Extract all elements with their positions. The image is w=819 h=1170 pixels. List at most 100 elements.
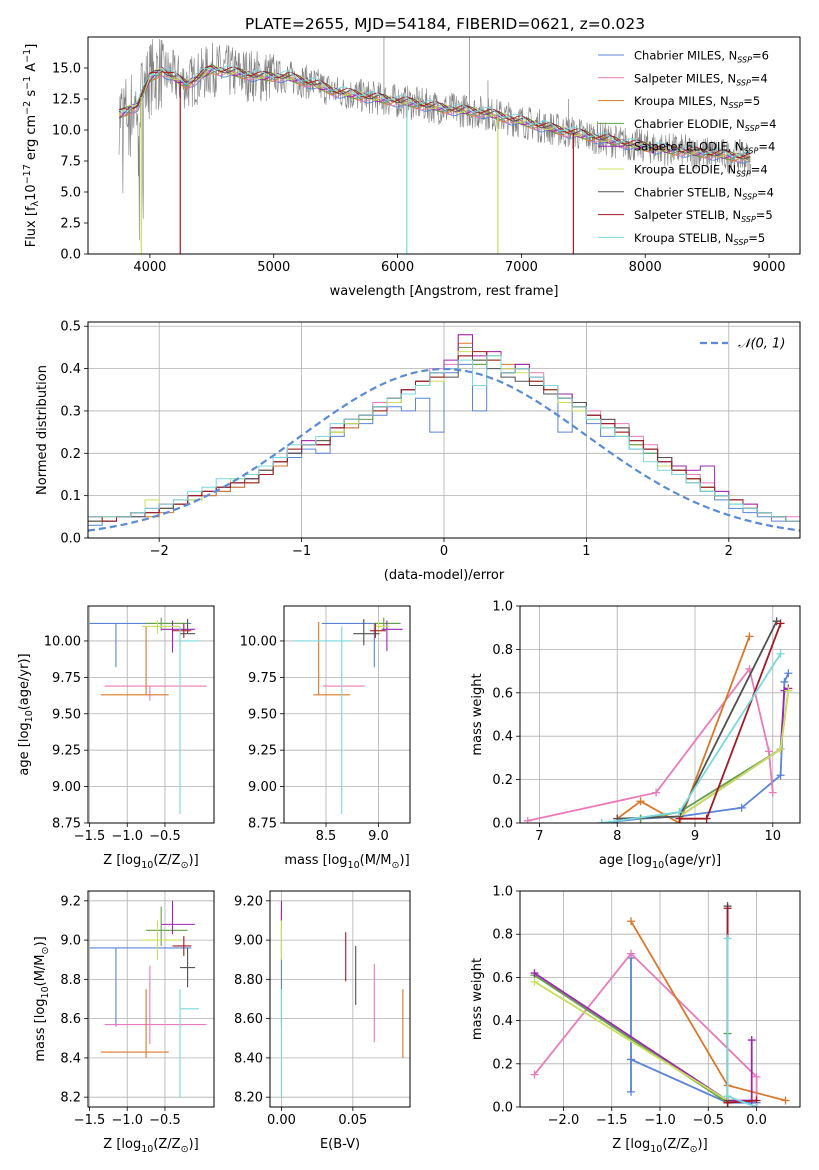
errorbar-salpeter_elodie [161, 900, 196, 935]
y-tick-label: 8.20 [234, 1091, 263, 1106]
series-salpeter_stelib [675, 619, 785, 823]
grid-lines [88, 606, 214, 824]
axes-frame [87, 36, 801, 255]
errorbar-salpeter_elodie [381, 620, 403, 652]
errorbar-chabrier_miles [89, 947, 192, 1027]
axes-frame [87, 890, 215, 1108]
mass-weight-vs-age-panel: 7 8 9 10 0.0 0.2 0.4 0.6 0.8 1.0 age [log10(age/yr… [470, 600, 801, 871]
x-tick-label: 8 [613, 829, 621, 844]
mass-vs-ebv-panel: 0.00 0.05 8.20 8.40 8.60 8.80 9.00 9.20 E(B-V) [234, 890, 411, 1152]
model-spectrum-salpeter_elodie [118, 66, 751, 162]
errorbar-chabrier_elodie [146, 617, 188, 631]
series-point-marker [745, 632, 754, 641]
series-point-marker [776, 649, 785, 658]
axis-ticks: 4000 5000 6000 7000 8000 9000 0.0 2.5 5.0 7.5 10.0… [52, 62, 786, 276]
grid-lines [520, 605, 800, 824]
y-axis-label: Normed distribution [35, 365, 50, 495]
legend-label-chabrier_elodie: Chabrier ELODIE, NSSP=4 [634, 117, 776, 133]
series-line [527, 666, 774, 822]
series-point-marker [652, 788, 661, 797]
y-tick-label: 9.20 [234, 894, 263, 909]
x-tick-label: −2.0 [548, 1113, 580, 1128]
y-tick-label: 8.75 [52, 817, 81, 832]
mass-weight-vs-metallicity-panel: −2.0 −1.5 −1.0 −0.5 0.0 0.0 0.2 0.4 0.6 0.8 1.0 Z [… [470, 885, 801, 1155]
axis-ticks: −1.5 −1.0 −0.5 8.75 9.00 9.25 9.50 9.75 10.00 [44, 634, 181, 844]
y-tick-label: 8.40 [234, 1051, 263, 1066]
x-tick-label: 8000 [629, 260, 662, 275]
series-salpeter_miles [523, 664, 777, 823]
errorbar-chabrier_stelib [180, 619, 196, 635]
y-tick-label: 0.0 [60, 532, 81, 547]
y-tick-label: 8.8 [60, 973, 81, 988]
series-point-marker [752, 1103, 761, 1107]
x-tick-label: 10 [765, 829, 782, 844]
x-tick-label: 7000 [505, 260, 538, 275]
y-tick-label: 10.00 [44, 634, 81, 649]
y-tick-label: 0.8 [492, 928, 513, 943]
y-tick-label: 8.75 [248, 817, 277, 832]
errorbar-plot-area [89, 617, 207, 815]
y-tick-label: 9.00 [248, 780, 277, 795]
x-axis-label: E(B-V) [320, 1137, 360, 1152]
series-point-marker [752, 1072, 761, 1081]
axis-ticks: −1.5 −1.0 −0.5 8.2 8.4 8.6 8.8 9.0 9.2 [60, 894, 180, 1128]
y-tick-label: 8.2 [60, 1091, 81, 1106]
x-tick-label: 8.5 [316, 829, 337, 844]
y-tick-label: 0.5 [60, 320, 81, 335]
y-axis-label: mass weight [470, 958, 485, 1040]
x-axis-label: mass [log10(M/M⊙)] [284, 853, 409, 871]
x-tick-label: −1 [292, 544, 311, 559]
errorbar-kroupa_miles [100, 626, 169, 696]
y-tick-label: 8.4 [60, 1051, 81, 1066]
grid-lines [284, 606, 410, 824]
y-tick-label: 9.2 [60, 894, 81, 909]
errorbar-kroupa_miles [100, 989, 169, 1058]
series-point-marker [597, 819, 606, 823]
mass-vs-metallicity-panel: −1.5 −1.0 −0.5 8.2 8.4 8.6 8.8 9.0 9.2 Z [log10(Z… [33, 890, 215, 1155]
y-axis-label: age [log10(age/yr)] [17, 653, 35, 775]
series-point-marker [768, 788, 777, 797]
series-point-marker [530, 977, 539, 986]
series-point-marker [781, 1096, 790, 1105]
errorbar-salpeter_stelib [172, 623, 192, 639]
x-tick-label: 1 [582, 544, 590, 559]
y-tick-label: 0.2 [60, 447, 81, 462]
y-tick-label: 0.6 [492, 686, 513, 701]
y-tick-label: 9.25 [52, 744, 81, 759]
errorbar-salpeter_stelib [172, 936, 192, 956]
series-point-marker [737, 803, 746, 812]
series-point-marker [627, 1055, 636, 1064]
series-point-marker [627, 917, 636, 926]
axis-ticks: −2.0 −1.5 −1.0 −0.5 0.0 0.0 0.2 0.4 0.6 0.8 1.0 [492, 885, 767, 1129]
series-point-marker [723, 934, 732, 943]
y-tick-label: 0.0 [492, 817, 513, 832]
series-point-marker [784, 669, 793, 678]
series-kroupa_stelib [597, 649, 785, 823]
errorbar-salpeter_elodie [161, 620, 196, 653]
y-tick-label: 2.5 [60, 217, 81, 232]
x-tick-label: 2 [725, 544, 733, 559]
errorbar-kroupa_elodie [142, 920, 181, 960]
y-axis-label: mass weight [470, 673, 485, 755]
legend-label-chabrier_stelib: Chabrier STELIB, NSSP=4 [634, 185, 774, 201]
model-spectrum-chabrier_stelib [118, 64, 751, 160]
series-chabrier_stelib [613, 617, 781, 823]
age-vs-mass-panel: 8.5 9.0 8.75 9.00 9.25 9.50 9.75 10.00 mass [log… [240, 605, 411, 871]
series-salpeter_miles [530, 949, 761, 1107]
x-axis-label: wavelength [Angstrom, rest frame] [330, 284, 559, 299]
legend: Chabrier MILES, NSSP=6 Salpeter MILES, NS… [598, 49, 776, 247]
series-point-marker [776, 745, 785, 754]
x-tick-label: −1.0 [644, 1113, 676, 1128]
legend-label-salpeter_elodie: Salpeter ELODIE, NSSP=4 [634, 140, 775, 156]
x-tick-label: −0.5 [149, 1113, 181, 1128]
errorbar-chabrier_elodie [146, 906, 188, 946]
series-point-marker [723, 1092, 732, 1101]
x-tick-label: −1.5 [74, 829, 106, 844]
y-tick-label: 9.00 [234, 934, 263, 949]
y-tick-label: 9.75 [248, 671, 277, 686]
legend-label-salpeter_stelib: Salpeter STELIB, NSSP=5 [634, 208, 773, 224]
y-tick-label: 10.0 [52, 124, 81, 139]
series-point-marker [627, 1087, 636, 1096]
series-line [534, 972, 753, 1102]
x-tick-label: 7 [535, 829, 543, 844]
